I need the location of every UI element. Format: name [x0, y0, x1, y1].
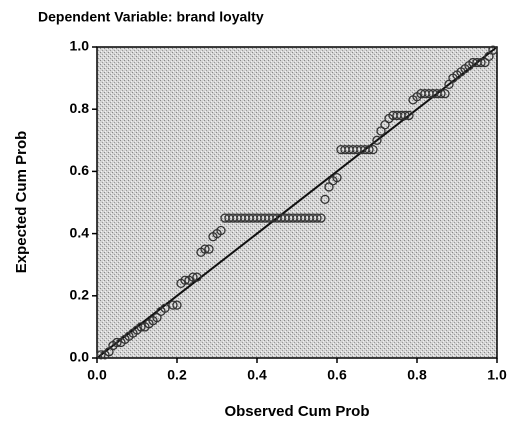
point [136, 322, 146, 332]
x-tick-label: 0.6 [327, 367, 347, 383]
y-axis-label: Expected Cum Prob [13, 131, 30, 274]
point [192, 272, 202, 282]
point [172, 300, 182, 310]
point [312, 213, 322, 223]
point [320, 194, 330, 205]
y-tick-label: 0.6 [70, 162, 90, 178]
y-tick-label: 0.8 [70, 100, 90, 116]
chart-title: Dependent Variable: brand loyalty [38, 9, 264, 25]
point [112, 337, 122, 348]
point [332, 172, 342, 183]
point [96, 350, 106, 360]
point [180, 275, 190, 285]
x-axis-label: Observed Cum Prob [224, 403, 369, 420]
point [316, 213, 326, 223]
y-tick-label: 0.4 [70, 224, 90, 240]
point [168, 300, 178, 310]
point [488, 45, 498, 55]
y-tick-label: 0.0 [70, 349, 90, 365]
x-tick-label: 0.4 [247, 367, 267, 383]
y-tick-label: 1.0 [70, 38, 90, 54]
point [364, 144, 374, 155]
reference-line [96, 46, 498, 359]
point [372, 135, 382, 145]
point [160, 303, 170, 313]
point [204, 244, 214, 254]
x-tick-label: 1.0 [487, 367, 507, 383]
y-tick-label: 0.2 [70, 287, 90, 303]
point [440, 89, 450, 99]
x-tick-label: 0.2 [167, 367, 187, 383]
point [476, 57, 486, 68]
x-tick-label: 0.0 [87, 367, 107, 383]
point [200, 244, 210, 254]
point [216, 225, 226, 236]
point [436, 89, 446, 99]
point [400, 110, 410, 121]
point [404, 110, 414, 121]
point [188, 272, 198, 282]
x-tick-label: 0.8 [407, 367, 427, 383]
point [368, 144, 378, 155]
